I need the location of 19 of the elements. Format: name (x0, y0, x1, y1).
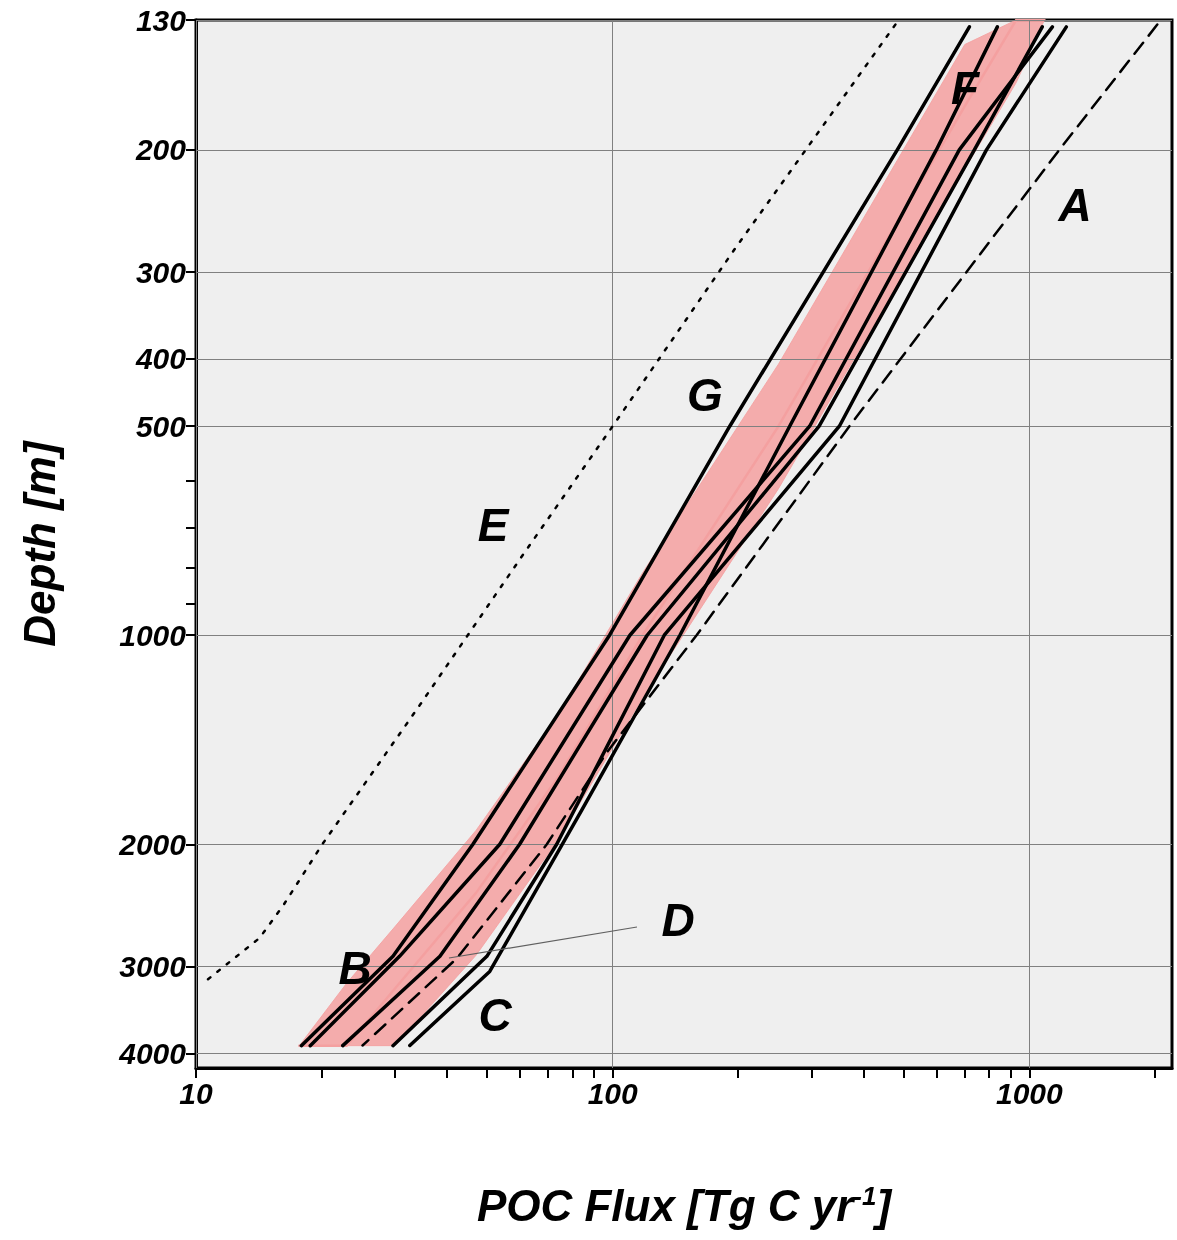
y-tick-label: 4000 (118, 1036, 187, 1070)
y-tick-label: 400 (134, 342, 187, 376)
y-tick-label: 200 (134, 133, 187, 167)
x-tick-label: 1000 (995, 1076, 1063, 1110)
y-tick-label: 2000 (118, 827, 187, 861)
x-tick-label: 10 (179, 1076, 213, 1110)
y-tick-label: 500 (135, 409, 187, 443)
y-tick-label: 300 (135, 255, 187, 289)
x-tick-label: 100 (587, 1076, 638, 1110)
annotation: E (477, 499, 510, 551)
annotation: B (338, 942, 372, 994)
y-tick-label: 130 (135, 3, 187, 37)
annotation: C (478, 989, 513, 1041)
y-tick-label: 1000 (119, 618, 187, 652)
annotation: A (1057, 179, 1092, 231)
y-tick-label: 3000 (119, 950, 187, 984)
annotation: D (661, 894, 695, 946)
annotation: G (687, 369, 723, 421)
y-axis-title: Depth [m] (14, 440, 64, 647)
